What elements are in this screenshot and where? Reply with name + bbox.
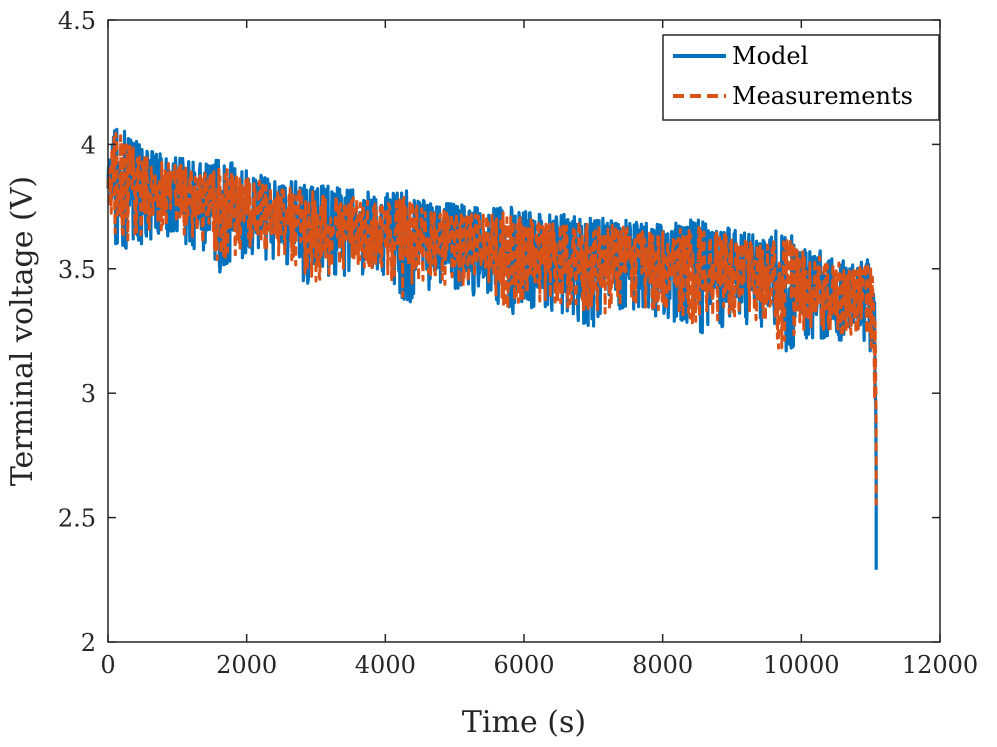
x-axis-title: Time (s) <box>462 705 586 740</box>
x-tick-label: 0 <box>100 651 115 679</box>
series-layer <box>106 127 878 570</box>
series-line-measurements <box>106 131 878 506</box>
x-tick-label: 8000 <box>632 651 693 679</box>
y-tick-label: 4.5 <box>58 7 96 35</box>
x-tick-label: 6000 <box>493 651 554 679</box>
legend-label-measurements: Measurements <box>732 82 913 110</box>
ticks-layer: 0 2000 4000 6000 8000 10000 12000 2 2.5 3 3.5 4 4.5 <box>58 7 978 679</box>
y-tick-label: 3.5 <box>58 256 96 284</box>
legend-label-model: Model <box>732 42 808 70</box>
x-tick-label: 2000 <box>216 651 277 679</box>
y-tick-label: 2.5 <box>58 505 96 533</box>
y-tick-label: 2 <box>81 629 96 657</box>
x-tick-label: 12000 <box>902 651 978 679</box>
x-tick-label: 10000 <box>763 651 839 679</box>
legend-box <box>662 34 940 121</box>
y-axis-title: Terminal voltage (V) <box>5 176 40 486</box>
y-tick-label: 4 <box>81 131 96 159</box>
legend: Model Measurements <box>662 34 940 121</box>
y-tick-label: 3 <box>81 380 96 408</box>
x-tick-label: 4000 <box>355 651 416 679</box>
